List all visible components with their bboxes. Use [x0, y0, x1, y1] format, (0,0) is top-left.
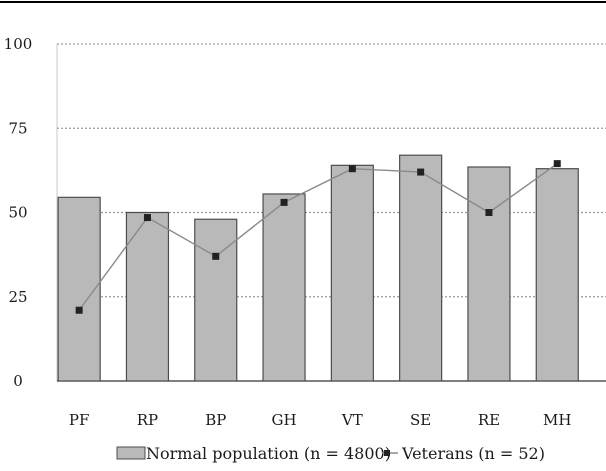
- point-veterans-rp: [143, 214, 151, 222]
- legend-swatch-normal-population: [116, 446, 146, 460]
- bar-series-normal-population: [57, 154, 579, 382]
- point-veterans-vt: [348, 165, 356, 173]
- point-veterans-re: [485, 209, 493, 216]
- bar-vt: [330, 164, 374, 382]
- x-tick-label-mh: MH: [543, 411, 571, 429]
- x-tick-label-gh: GH: [272, 411, 297, 429]
- y-tick-label: 25: [8, 288, 27, 306]
- legend-label-veterans: Veterans (n = 52): [401, 444, 545, 463]
- x-tick-label-se: SE: [410, 411, 431, 429]
- x-axis-ticks: PF RP BP GH VT SE RE MH: [69, 411, 572, 429]
- y-tick-label: 50: [8, 204, 27, 222]
- x-tick-label-vt: VT: [341, 411, 363, 429]
- bar-bp: [194, 218, 238, 382]
- x-tick-label-rp: RP: [137, 411, 158, 429]
- bar-se: [399, 154, 443, 382]
- legend-swatch-veterans-marker: [384, 450, 390, 456]
- veterans-line: [78, 163, 558, 311]
- point-veterans-bp: [212, 252, 220, 260]
- point-veterans-mh: [553, 160, 561, 168]
- x-tick-label-re: RE: [478, 411, 500, 429]
- legend: Normal population (n = 4800) Veterans (n…: [116, 444, 545, 463]
- y-tick-label: 75: [8, 119, 27, 137]
- y-tick-label: 100: [4, 35, 33, 53]
- y-axis-ticks: 0 25 50 75 100: [4, 35, 33, 390]
- grid-lines: [57, 43, 606, 298]
- legend-label-normal-population: Normal population (n = 4800): [146, 444, 391, 463]
- bar-rp: [125, 211, 170, 382]
- point-veterans-pf: [75, 306, 83, 314]
- point-veterans-gh: [280, 198, 288, 206]
- line-series-veterans: [75, 160, 561, 314]
- bar-pf: [57, 196, 101, 382]
- y-tick-label: 0: [13, 372, 23, 390]
- point-veterans-se: [417, 168, 425, 176]
- bar-mh: [535, 168, 579, 382]
- x-tick-label-bp: BP: [205, 411, 226, 429]
- bar-gh: [262, 193, 306, 382]
- bar-re: [467, 166, 511, 382]
- x-tick-label-pf: PF: [69, 411, 90, 429]
